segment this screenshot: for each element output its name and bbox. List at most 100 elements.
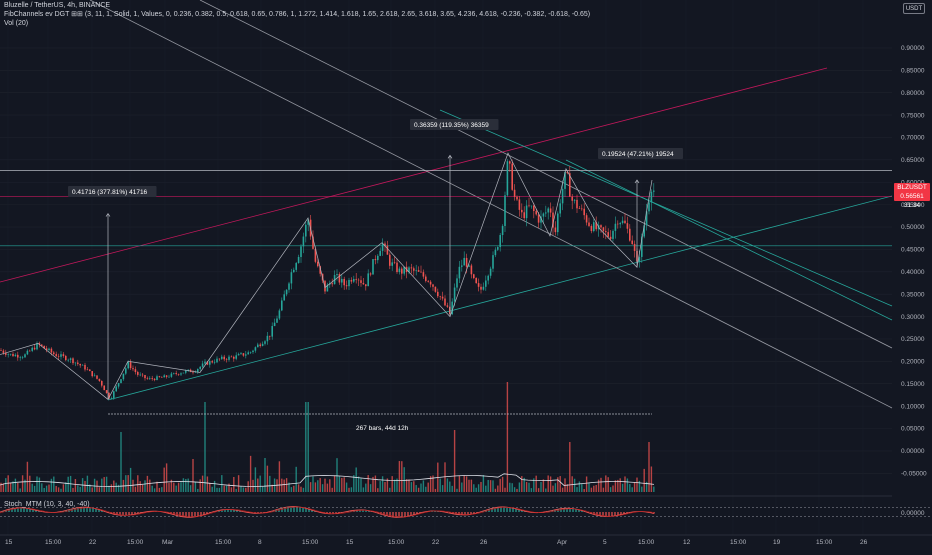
stoch-histogram-bar: [296, 507, 298, 512]
volume-bar: [562, 488, 563, 492]
candle-body: [435, 287, 437, 292]
volume-bar: [353, 475, 354, 492]
candle-body: [70, 358, 72, 360]
volume-bar: [521, 476, 522, 492]
volume-bar: [137, 475, 138, 492]
candle-body: [53, 352, 55, 354]
volume-bar: [8, 475, 9, 492]
fib-channels-legend[interactable]: FibChannels ev DGT ⊞⊞ (3, 11, 1, Solid, …: [4, 10, 590, 19]
candle-body: [77, 363, 79, 364]
volume-bar: [236, 489, 237, 492]
symbol-legend[interactable]: Bluzelle / TetherUS, 4h, BINANCE: [4, 1, 110, 10]
candle-body: [418, 270, 420, 272]
volume-bar: [233, 477, 234, 492]
volume-bar: [560, 476, 561, 492]
volume-bar: [636, 478, 637, 492]
volume-bar: [39, 478, 40, 492]
volume-bar: [176, 486, 177, 492]
volume-bar: [401, 461, 402, 492]
candle-body: [252, 351, 254, 352]
candle-body: [401, 269, 403, 274]
volume-bar: [500, 479, 501, 492]
candle-body: [600, 225, 602, 227]
volume-bar: [224, 486, 225, 492]
volume-bar: [5, 478, 6, 492]
volume-bar: [168, 483, 169, 492]
time-tick-label: Mar: [162, 539, 174, 546]
volume-bar: [531, 488, 532, 492]
candle-body: [651, 192, 653, 203]
candle-body: [262, 344, 264, 346]
candle-body: [487, 276, 489, 281]
volume-bar: [341, 478, 342, 492]
volume-bar: [154, 488, 155, 492]
candle-body: [454, 288, 456, 302]
volume-bar: [68, 477, 69, 492]
candle-body: [192, 372, 194, 373]
volume-bar: [588, 483, 589, 492]
candle-body: [221, 357, 223, 359]
volume-bar: [468, 480, 469, 492]
candle-body: [274, 323, 276, 326]
candle-body: [55, 354, 57, 356]
volume-bar: [212, 487, 213, 492]
candle-body: [115, 387, 117, 392]
volume-bar: [101, 479, 102, 492]
candle-body: [279, 310, 281, 318]
volume-bar: [58, 487, 59, 492]
volume-bar: [334, 475, 335, 492]
stoch-histogram-bar: [611, 512, 613, 516]
stoch-legend[interactable]: Stoch_MTM (10, 3, 40, -40): [4, 500, 90, 509]
volume-bar: [536, 476, 537, 492]
volume-bar: [516, 489, 517, 492]
candle-body: [175, 373, 177, 374]
volume-bar: [557, 477, 558, 492]
candle-body: [571, 197, 573, 201]
volume-bar: [75, 479, 76, 492]
volume-bar: [581, 484, 582, 492]
volume-bar: [315, 482, 316, 492]
candle-body: [75, 363, 77, 364]
volume-bar: [514, 487, 515, 492]
stoch-histogram-bar: [404, 512, 406, 517]
price-tick-label: 0.25000: [901, 336, 925, 343]
candle-body: [471, 265, 473, 274]
price-tick-label: 0.00000: [901, 448, 925, 455]
currency-badge[interactable]: USDT: [903, 3, 925, 14]
candle-body: [511, 164, 513, 190]
volume-bar: [507, 382, 508, 492]
volume-bar: [312, 476, 313, 492]
price-tick-label: 0.45000: [901, 247, 925, 254]
volume-bar: [394, 480, 395, 492]
candle-body: [331, 283, 333, 284]
volume-bar: [624, 476, 625, 492]
volume-bar: [545, 488, 546, 492]
time-tick-label: Apr: [557, 539, 568, 546]
volume-bar: [478, 484, 479, 492]
volume-bar: [22, 475, 23, 492]
volume-bar: [142, 485, 143, 492]
volume-bar: [490, 480, 491, 492]
candle-body: [588, 223, 590, 226]
time-tick-label: 5: [603, 539, 607, 546]
volume-bar: [423, 480, 424, 492]
time-tick-label: 22: [432, 539, 440, 546]
candle-body: [377, 256, 379, 260]
candle-body: [101, 381, 103, 386]
candle-body: [463, 258, 465, 266]
candle-body: [183, 373, 185, 374]
candle-body: [538, 214, 540, 222]
candle-body: [475, 278, 477, 283]
volume-bar: [344, 477, 345, 492]
volume-bar: [382, 476, 383, 492]
volume-bar: [356, 467, 357, 492]
stoch-histogram-bar: [194, 512, 196, 517]
volume-bar: [620, 478, 621, 492]
volume-legend[interactable]: Vol (20): [4, 19, 28, 28]
volume-bar: [476, 488, 477, 492]
candle-body: [233, 357, 235, 359]
volume-bar: [63, 484, 64, 492]
candle-body: [653, 191, 655, 192]
time-tick-label: 15:00: [388, 539, 405, 546]
